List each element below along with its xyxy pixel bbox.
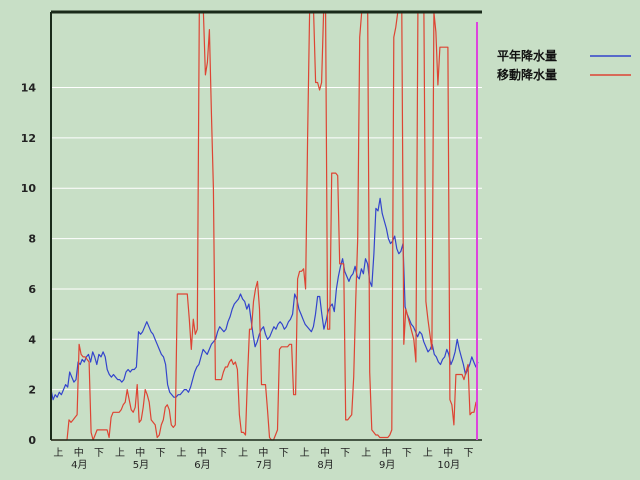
x-month-label: 8月 xyxy=(317,459,333,471)
gridlines xyxy=(51,87,482,391)
y-tick-label: 12 xyxy=(21,132,36,145)
x-tick-label: 中 xyxy=(135,446,145,459)
x-month-label: 7月 xyxy=(256,459,272,471)
x-month-label: 4月 xyxy=(71,459,87,471)
y-tick-label: 10 xyxy=(21,182,37,195)
x-axis: 上中下4月上中下5月上中下6月上中下7月上中下8月上中下9月上中下10月 xyxy=(53,446,473,471)
x-tick-label: 中 xyxy=(74,446,84,459)
legend-label: 移動降水量 xyxy=(497,67,557,82)
x-tick-label: 上 xyxy=(361,447,371,459)
x-tick-label: 上 xyxy=(300,447,310,459)
x-tick-label: 下 xyxy=(340,448,350,459)
x-tick-label: 中 xyxy=(258,446,268,459)
y-tick-label: 14 xyxy=(21,82,37,95)
x-month-label: 9月 xyxy=(379,459,395,471)
x-tick-label: 上 xyxy=(115,447,125,459)
x-tick-label: 上 xyxy=(177,447,187,459)
legend-label: 平年降水量 xyxy=(497,48,557,63)
series-line-moving xyxy=(51,11,478,441)
x-tick-label: 中 xyxy=(320,446,330,459)
y-tick-label: 8 xyxy=(28,233,36,246)
x-tick-label: 下 xyxy=(402,448,412,459)
x-tick-label: 中 xyxy=(382,446,392,459)
y-axis: 0 2 4 6 8 10 12 14 xyxy=(21,82,37,447)
plot-frame xyxy=(50,10,482,441)
x-tick-label: 中 xyxy=(197,446,207,459)
y-tick-label: 4 xyxy=(28,333,36,346)
x-month-label: 10月 xyxy=(437,459,460,471)
x-month-label: 6月 xyxy=(194,459,210,471)
x-month-label: 5月 xyxy=(133,459,149,471)
x-tick-label: 下 xyxy=(279,448,289,459)
x-tick-label: 上 xyxy=(53,447,63,459)
y-tick-label: 0 xyxy=(28,434,36,447)
x-tick-label: 下 xyxy=(217,448,227,459)
y-tick-label: 6 xyxy=(28,283,36,296)
x-tick-label: 上 xyxy=(238,447,248,459)
x-tick-label: 下 xyxy=(463,448,473,459)
series-lines xyxy=(50,11,479,441)
x-tick-label: 中 xyxy=(443,446,453,459)
x-tick-label: 下 xyxy=(156,448,166,459)
y-tick-label: 2 xyxy=(28,384,36,397)
x-tick-label: 下 xyxy=(94,448,104,459)
x-tick-label: 上 xyxy=(423,447,433,459)
